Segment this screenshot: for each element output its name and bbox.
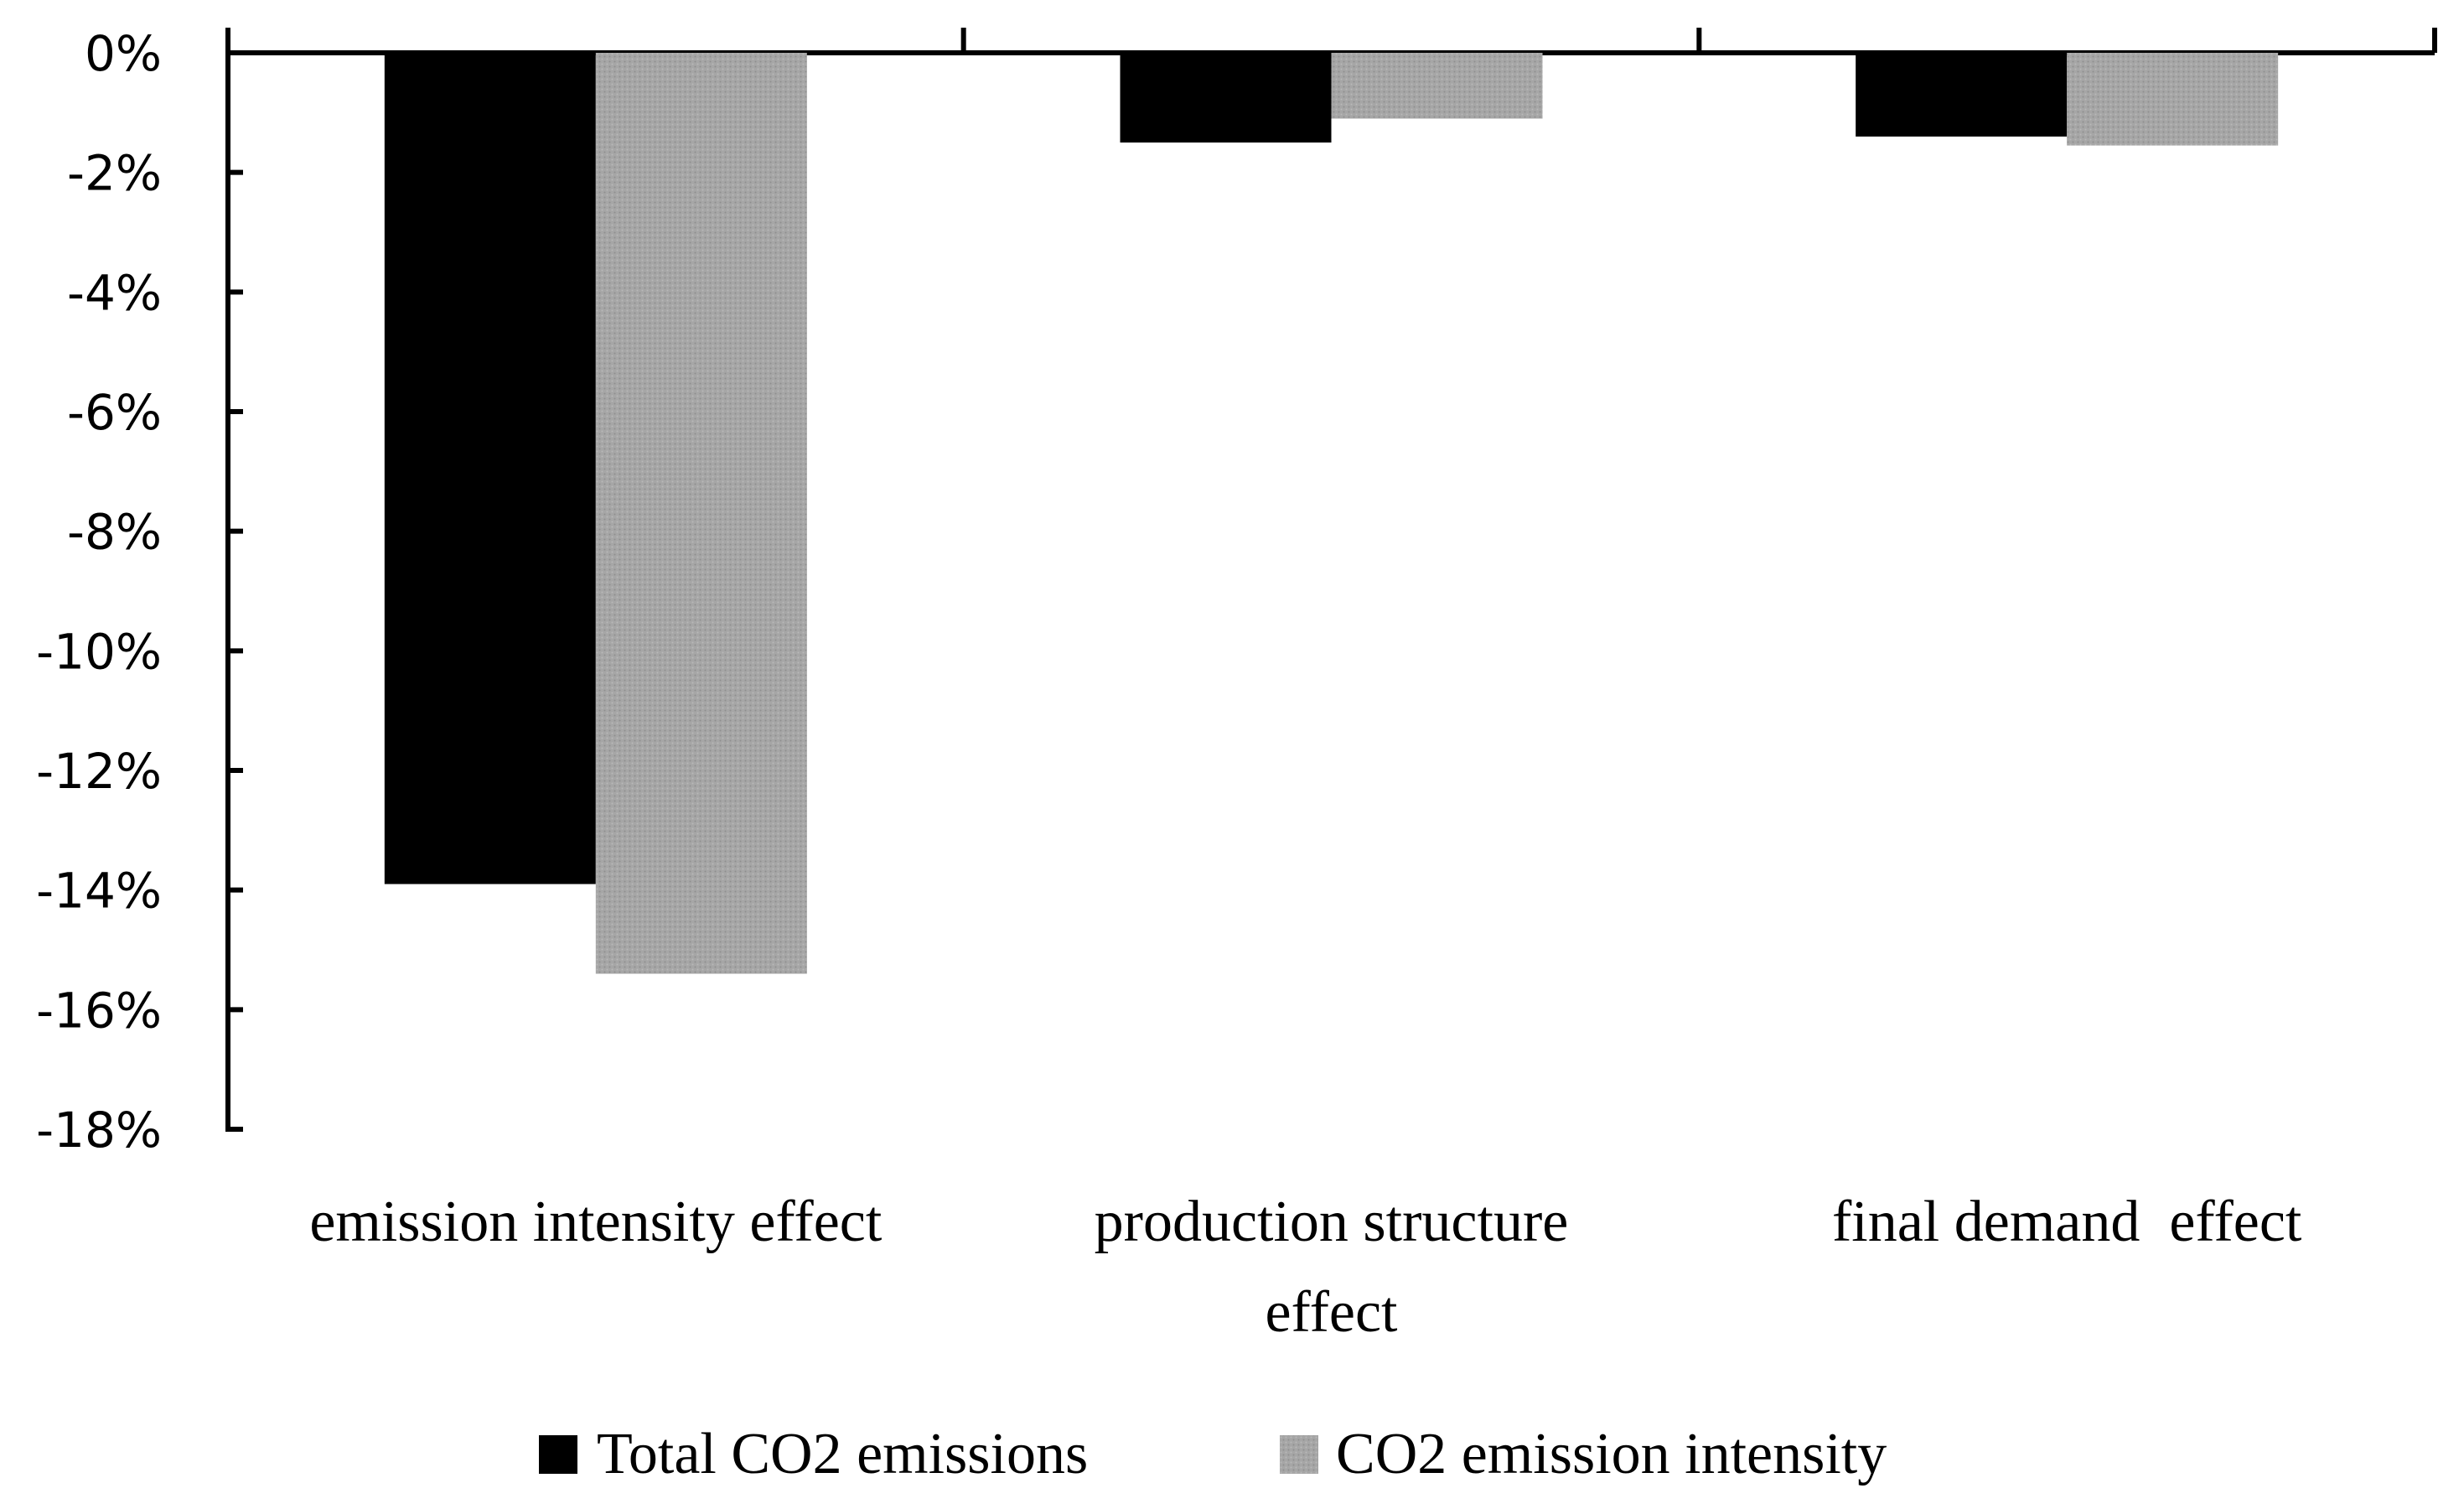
legend: Total CO2 emissions CO2 emission intensit… [539, 1422, 1887, 1486]
bar-total-co2-emissions [1120, 53, 1332, 143]
y-tick-label: -2% [67, 145, 162, 202]
category-label: final demand effect [1832, 1190, 2302, 1254]
category-labels: emission intensity effect production stru… [309, 1190, 2302, 1345]
bar-co2-emission-intensity [595, 53, 807, 974]
y-tick-label: -18% [36, 1102, 162, 1159]
bar-total-co2-emissions [384, 53, 596, 884]
y-tick-label: -8% [67, 504, 162, 561]
y-tick-label: 0% [85, 25, 162, 82]
legend-swatch [539, 1435, 577, 1474]
x-axis [228, 28, 2437, 55]
legend-swatch [1280, 1435, 1318, 1474]
category-label: effect [1265, 1280, 1398, 1345]
y-tick-label: -12% [36, 743, 162, 800]
category-label: emission intensity effect [309, 1190, 883, 1254]
category-label: production structure [1095, 1190, 1569, 1254]
y-tick-label: -14% [36, 863, 162, 920]
bar-co2-emission-intensity [2067, 53, 2279, 146]
y-axis: 0% -2% -4% -6% -8% -10% -12% -14% -16% -18% [36, 25, 243, 1159]
y-tick-label: -16% [36, 982, 162, 1039]
y-tick-label: -6% [67, 384, 162, 441]
bar-co2-emission-intensity [1331, 53, 1543, 119]
legend-label: CO2 emission intensity [1336, 1422, 1887, 1486]
y-tick-label: -4% [67, 264, 162, 321]
bar-total-co2-emissions [1856, 53, 2068, 137]
legend-label: Total CO2 emissions [597, 1422, 1088, 1486]
y-tick-label: -10% [36, 623, 162, 680]
bars [384, 53, 2279, 974]
